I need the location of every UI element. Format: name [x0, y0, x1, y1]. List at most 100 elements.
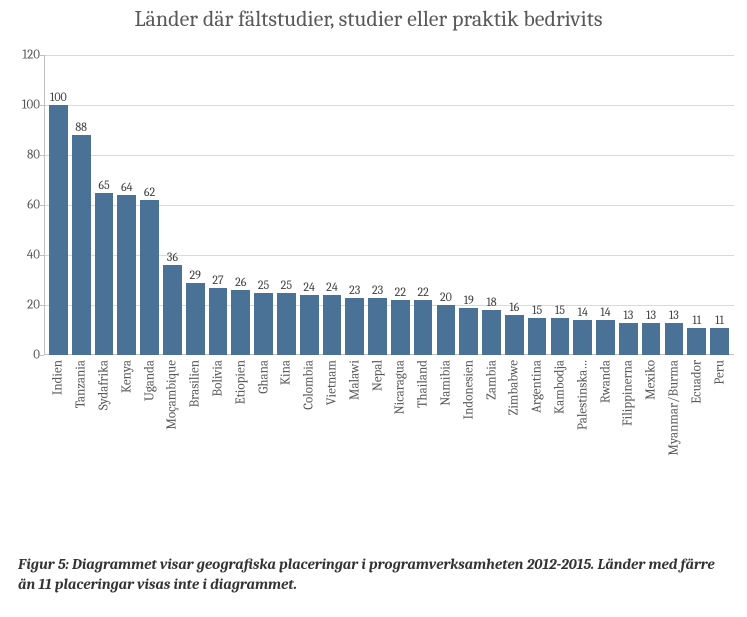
x-axis-label: Tanzania [74, 360, 89, 408]
x-label-slot: Indien [47, 358, 70, 528]
x-label-slot: Moçambique [161, 358, 184, 528]
x-label-slot: Colombia [298, 358, 321, 528]
bar: 25 [254, 293, 273, 356]
x-axis-label: Nicaragua [393, 360, 408, 414]
bar: 15 [551, 318, 570, 356]
x-axis-label: Mexiko [644, 360, 659, 400]
bar-slot: 62 [138, 55, 161, 355]
bar-slot: 23 [366, 55, 389, 355]
x-label-slot: Nicaragua [389, 358, 412, 528]
bar: 13 [642, 323, 661, 356]
bar-value-label: 65 [98, 178, 109, 192]
x-axis-label: Brasilien [188, 360, 203, 407]
y-tick-label: 20 [14, 298, 40, 313]
bar-slot: 13 [617, 55, 640, 355]
x-axis-label: Etiopien [233, 360, 248, 404]
bar-value-label: 25 [281, 278, 292, 292]
x-axis-label: Rwanda [598, 360, 613, 403]
y-tick-label: 80 [14, 148, 40, 163]
bar-value-label: 88 [75, 120, 87, 134]
bar-slot: 11 [685, 55, 708, 355]
bar-value-label: 14 [578, 305, 588, 319]
x-axis-label: Peru [712, 360, 727, 385]
bar: 14 [596, 320, 615, 355]
x-label-slot: Namibia [435, 358, 458, 528]
bar: 88 [72, 135, 91, 355]
bar: 15 [528, 318, 547, 356]
bar-slot: 26 [229, 55, 252, 355]
bar-value-label: 25 [258, 278, 269, 292]
bar-value-label: 23 [372, 283, 383, 297]
y-tick-label: 0 [14, 348, 40, 363]
bar: 14 [573, 320, 592, 355]
x-axis-labels: Indien Tanzania Sydafrika KenyaUganda Moçamb… [44, 358, 734, 528]
x-label-slot: Uganda [138, 358, 161, 528]
x-axis-label: Moçambique [165, 360, 180, 430]
bar-value-label: 13 [669, 308, 679, 322]
x-label-slot: Tanzania [70, 358, 93, 528]
x-label-slot: Brasilien [184, 358, 207, 528]
x-label-slot: Kina [275, 358, 298, 528]
bar-slot: 27 [207, 55, 230, 355]
x-label-slot: Palestinska… [571, 358, 594, 528]
x-label-slot: Indonesien [457, 358, 480, 528]
figure-container: Länder där fältstudier, studier eller pr… [0, 0, 747, 617]
bar-slot: 24 [321, 55, 344, 355]
bar-value-label: 15 [532, 303, 542, 317]
y-tick-label: 40 [14, 248, 40, 263]
bar: 23 [368, 298, 387, 356]
x-axis-label: Sydafrika [96, 360, 111, 410]
x-axis-label: Myanmar/Burma [666, 360, 681, 456]
x-label-slot: Kenya [115, 358, 138, 528]
bar: 23 [345, 298, 364, 356]
bar-value-label: 36 [167, 250, 178, 264]
bar: 64 [117, 195, 136, 355]
bar: 24 [300, 295, 319, 355]
bar-value-label: 14 [600, 305, 610, 319]
x-axis-label: Indien [51, 360, 66, 395]
bar-slot: 14 [594, 55, 617, 355]
bar-slot: 100 [47, 55, 70, 355]
x-axis-label: Nepal [370, 360, 385, 391]
x-label-slot: Nepal [366, 358, 389, 528]
bar-slot: 22 [389, 55, 412, 355]
bars: 1008865646236292726252524242323222220191… [44, 55, 734, 355]
x-axis-label: Namibia [438, 360, 453, 406]
bar-slot: 36 [161, 55, 184, 355]
x-axis-label: Zambia [484, 360, 499, 400]
bar-value-label: 64 [121, 180, 133, 194]
bar: 27 [209, 288, 228, 356]
x-label-slot: Zimbabwe [503, 358, 526, 528]
bar-slot: 13 [663, 55, 686, 355]
bar-value-label: 16 [509, 300, 519, 314]
bar-slot: 15 [526, 55, 549, 355]
bar-slot: 13 [640, 55, 663, 355]
bar: 20 [437, 305, 456, 355]
figure-caption: Figur 5: Diagrammet visar geografiska pl… [18, 554, 717, 595]
bar-slot: 22 [412, 55, 435, 355]
x-axis-label: Ecuador [689, 360, 704, 404]
bar-slot: 18 [480, 55, 503, 355]
x-axis-label: Vietnam [324, 360, 339, 405]
bar-value-label: 100 [50, 90, 67, 104]
bar-slot: 23 [343, 55, 366, 355]
bar: 22 [414, 300, 433, 355]
x-axis-label: Thailand [416, 360, 431, 408]
bar: 65 [95, 193, 114, 356]
x-axis-label: Bolivia [210, 360, 225, 396]
bar: 18 [482, 310, 501, 355]
plot-area: 1008865646236292726252524242323222220191… [44, 55, 734, 355]
x-axis-label: Zimbabwe [507, 360, 522, 415]
y-tick-label: 100 [14, 98, 40, 113]
bar: 29 [186, 283, 205, 356]
x-label-slot: Kambodja [549, 358, 572, 528]
bar-value-label: 22 [395, 285, 406, 299]
bar-value-label: 24 [326, 280, 338, 294]
bar-value-label: 18 [486, 295, 496, 309]
x-axis-label: Palestinska… [575, 360, 590, 430]
x-label-slot: Etiopien [229, 358, 252, 528]
bar-slot: 65 [93, 55, 116, 355]
x-label-slot: Myanmar/Burma [663, 358, 686, 528]
bar-slot: 16 [503, 55, 526, 355]
bar-slot: 11 [708, 55, 731, 355]
